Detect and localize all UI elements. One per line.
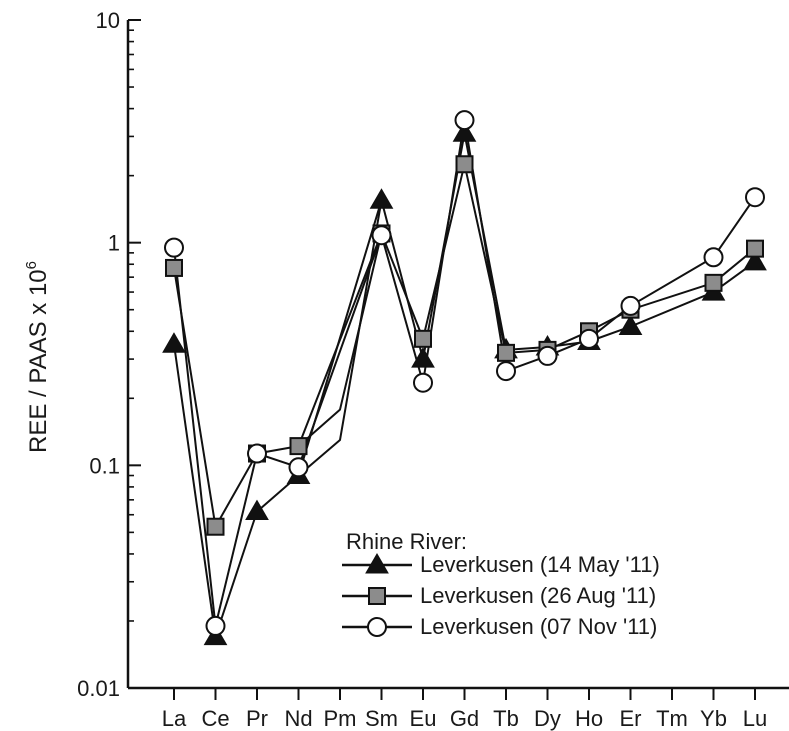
point-circle-Lu	[745, 187, 765, 208]
series-line-1	[173, 163, 756, 528]
point-triangle-Gd	[452, 121, 477, 142]
point-circle-Dy	[537, 345, 558, 366]
point-square-Eu	[414, 329, 432, 348]
point-circle-La	[164, 237, 184, 258]
x-tick-label: Pm	[324, 706, 357, 731]
x-tick-label: Er	[620, 706, 642, 731]
x-tick-label: Lu	[743, 706, 767, 731]
legend-label-2: Leverkusen (07 Nov '11)	[420, 614, 657, 639]
point-circle-Ce	[205, 615, 226, 636]
point-square-Ce	[206, 517, 225, 536]
point-triangle-Er	[618, 314, 643, 336]
x-tick-label: Yb	[700, 706, 727, 731]
y-tick-label: 0.01	[77, 676, 120, 701]
legend: Rhine River: Leverkusen (14 May '11) Leve…	[342, 529, 660, 639]
y-tick-label: 1	[108, 231, 120, 256]
legend-title: Rhine River:	[346, 529, 467, 554]
x-tick-label: Ho	[575, 706, 603, 731]
point-triangle-Sm	[369, 188, 394, 209]
pm-connector-line	[297, 233, 383, 447]
x-tick-label: Dy	[534, 706, 561, 731]
point-circle-Tb	[496, 361, 516, 382]
x-tick-label: La	[162, 706, 187, 731]
point-circle-Er	[620, 295, 641, 316]
y-axis-title-text: REE / PAAS x 10	[25, 269, 52, 453]
legend-label-1: Leverkusen (26 Aug '11)	[420, 583, 656, 608]
point-circle-Eu	[413, 372, 433, 393]
point-square-Yb	[704, 273, 723, 292]
series-markers	[162, 110, 767, 646]
axes	[126, 20, 789, 690]
y-axis-title-superscript: 6	[23, 261, 40, 269]
x-tick-label: Nd	[284, 706, 312, 731]
point-square-Lu	[746, 239, 764, 258]
point-square-Gd	[455, 155, 474, 174]
point-circle-Ho	[579, 328, 599, 349]
point-triangle-La	[162, 332, 186, 353]
pm-connector-line	[297, 200, 383, 477]
legend-marker-2	[367, 617, 387, 637]
x-tick-label: Gd	[450, 706, 479, 731]
point-square-Tb	[497, 343, 515, 362]
point-triangle-Pr	[245, 499, 269, 521]
x-axis-ticks: La Ce Pr Nd Pm Sm Eu Gd Tb Dy Ho Er Tm Yb Lu	[162, 688, 767, 731]
legend-marker-0	[365, 553, 389, 574]
x-tick-label: Tb	[493, 706, 519, 731]
point-square-La	[165, 258, 183, 277]
legend-label-0: Leverkusen (14 May '11)	[420, 552, 660, 577]
y-axis-ticks: 0.01 0.1 1 10	[77, 8, 141, 701]
x-tick-label: Ce	[201, 706, 229, 731]
x-tick-label: Tm	[656, 706, 688, 731]
point-circle-Gd	[454, 110, 475, 131]
point-circle-Yb	[703, 247, 724, 268]
x-tick-label: Eu	[410, 706, 437, 731]
point-circle-Sm	[371, 225, 392, 246]
x-tick-label: Pr	[246, 706, 268, 731]
y-axis-title: REE / PAAS x 106	[23, 261, 52, 453]
point-triangle-Lu	[743, 249, 767, 271]
point-circle-Nd	[288, 457, 309, 478]
legend-marker-1	[368, 587, 386, 605]
y-tick-label: 10	[96, 8, 120, 33]
point-square-Nd	[289, 437, 308, 456]
point-triangle-Eu	[411, 347, 435, 368]
y-tick-label: 0.1	[89, 453, 120, 478]
x-tick-label: Sm	[365, 706, 398, 731]
point-circle-Pr	[247, 443, 267, 464]
